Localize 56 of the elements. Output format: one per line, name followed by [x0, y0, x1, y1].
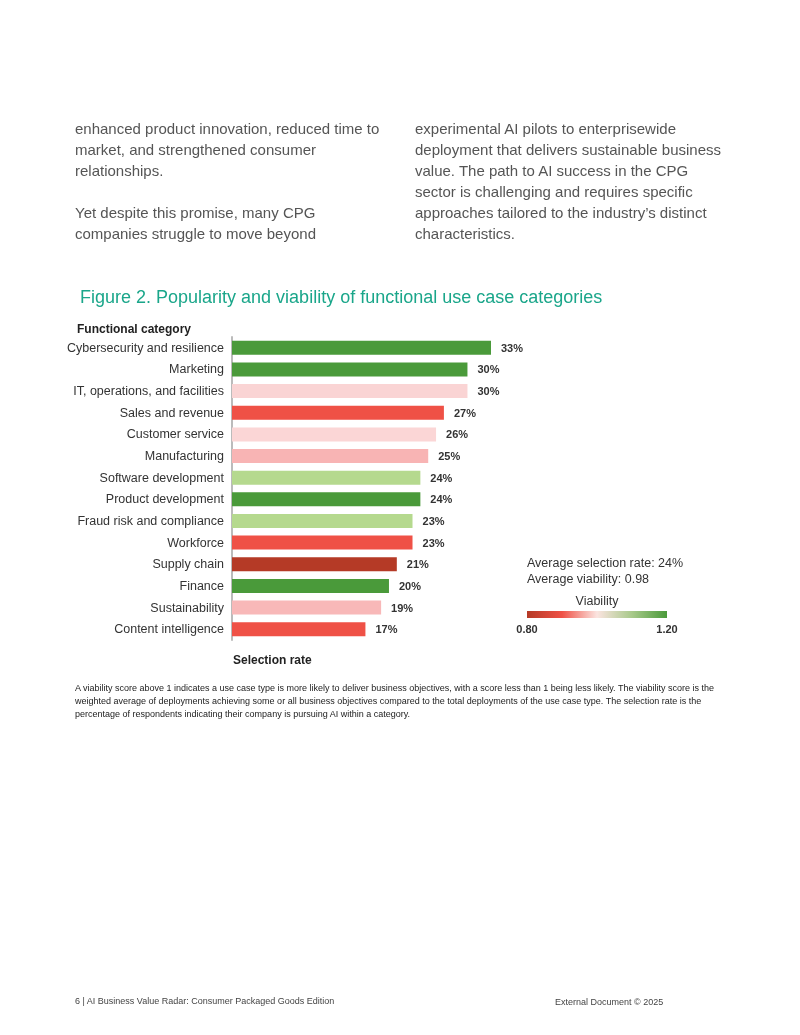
text: Yet despite this promise, many CPG companies struggle to move beyond: [75, 203, 317, 244]
data-label: 33%: [501, 341, 524, 354]
bar: [232, 449, 429, 464]
bar: [232, 513, 413, 528]
x-axis-title: Selection rate: [233, 653, 313, 667]
bar: [232, 362, 468, 377]
data-label: 21%: [406, 558, 430, 571]
y-tick-label: Sustainability: [150, 600, 225, 615]
text: 6 | AI Business Value Radar: Consumer Packaged Goods Edition: [75, 996, 335, 1006]
data-label: 25%: [438, 450, 461, 463]
y-tick-label: Workforce: [167, 535, 225, 550]
data-label: 19%: [391, 601, 414, 614]
bar: [232, 470, 421, 485]
text: External Document © 2025: [555, 997, 664, 1007]
y-tick-label: Manufacturing: [144, 449, 225, 464]
text: A viability score above 1 indicates a use case type is more likely to deliver business objectives, with a score less than 1 being less likely. The viability score is the weighted average of deployments achieving some or all business objectives compared to the total deployments of the use case type. The selection rate is the percentage of respondents indicating their company is pursuing AI within a category.: [75, 682, 715, 721]
y-tick-label: Finance: [179, 578, 225, 593]
y-tick-label: Software development: [99, 470, 225, 485]
bar: [232, 600, 382, 615]
bar: [232, 340, 491, 355]
color-bar-label: 0.80: [516, 622, 538, 635]
data-label: 24%: [430, 471, 453, 484]
chart-title: Figure 2. Popularity and viability of functional use case categories: [80, 287, 603, 307]
y-tick-label: Content intelligence: [114, 622, 225, 637]
y-tick-label: Fraud risk and compliance: [77, 513, 225, 528]
text: experimental AI pilots to enterprisewide deployment that delivers sustainable business value. The path to AI success in the CPG sector is challenging and requires specific approaches tailored to the industry’s distinct characteristics.: [415, 119, 722, 244]
bar: [232, 384, 468, 399]
y-tick-label: Product development: [105, 492, 225, 507]
data-label: 30%: [477, 363, 500, 376]
y-tick-label: Sales and revenue: [119, 405, 225, 420]
text: Average viability: 0.98: [527, 571, 650, 586]
y-tick-label: IT, operations, and facilities: [73, 384, 224, 399]
bar: [232, 578, 389, 593]
color-bar-title: Viability: [575, 593, 620, 608]
bar: [232, 557, 397, 572]
y-tick-label: Marketing: [169, 362, 225, 377]
data-label: 23%: [422, 536, 445, 549]
y-tick-label: Cybersecurity and resilience: [66, 340, 225, 355]
bar: [232, 535, 413, 550]
data-label: 23%: [422, 514, 445, 527]
data-label: 26%: [446, 428, 469, 441]
data-label: 20%: [398, 579, 422, 592]
color-bar-label: 1.20: [656, 622, 678, 635]
text: Average selection rate: 24%: [527, 555, 684, 570]
bar: [232, 427, 437, 442]
bar: [232, 405, 444, 420]
text: enhanced product innovation, reduced time to market, and strengthened consumer relationships.: [75, 119, 381, 181]
data-label: 27%: [453, 406, 477, 419]
data-label: 30%: [477, 385, 500, 398]
y-axis-title: Functional category: [77, 322, 192, 336]
y-tick-label: Customer service: [126, 427, 225, 442]
y-tick-label: Supply chain: [152, 557, 225, 572]
bar: [232, 622, 366, 637]
data-label: 24%: [430, 493, 453, 506]
data-label: 17%: [375, 623, 398, 636]
bar: [232, 492, 421, 507]
